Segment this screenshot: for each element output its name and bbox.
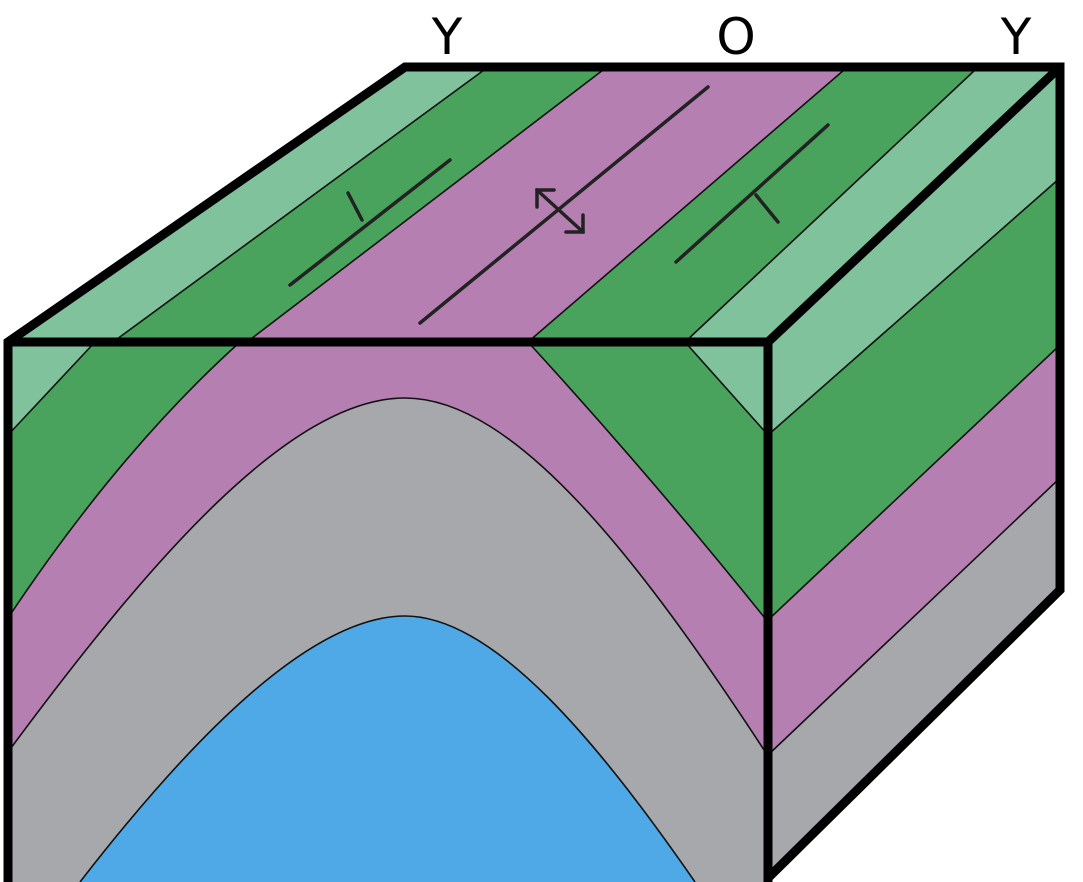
front-layer-blue (80, 616, 695, 882)
anticline-axis-icon (418, 85, 710, 325)
label-young-left: Y (431, 8, 463, 66)
top-layer-pink (247, 70, 844, 342)
right-face (767, 67, 1061, 878)
strike-dip-icon (288, 158, 452, 287)
top-face (8, 67, 1060, 343)
label-old-center: O (716, 8, 755, 66)
block-outline (3, 62, 1065, 882)
right-layer-gray (768, 478, 1060, 878)
strike-dip-icon (674, 123, 830, 264)
label-young-right: Y (1000, 8, 1032, 66)
front-face (7, 341, 769, 882)
